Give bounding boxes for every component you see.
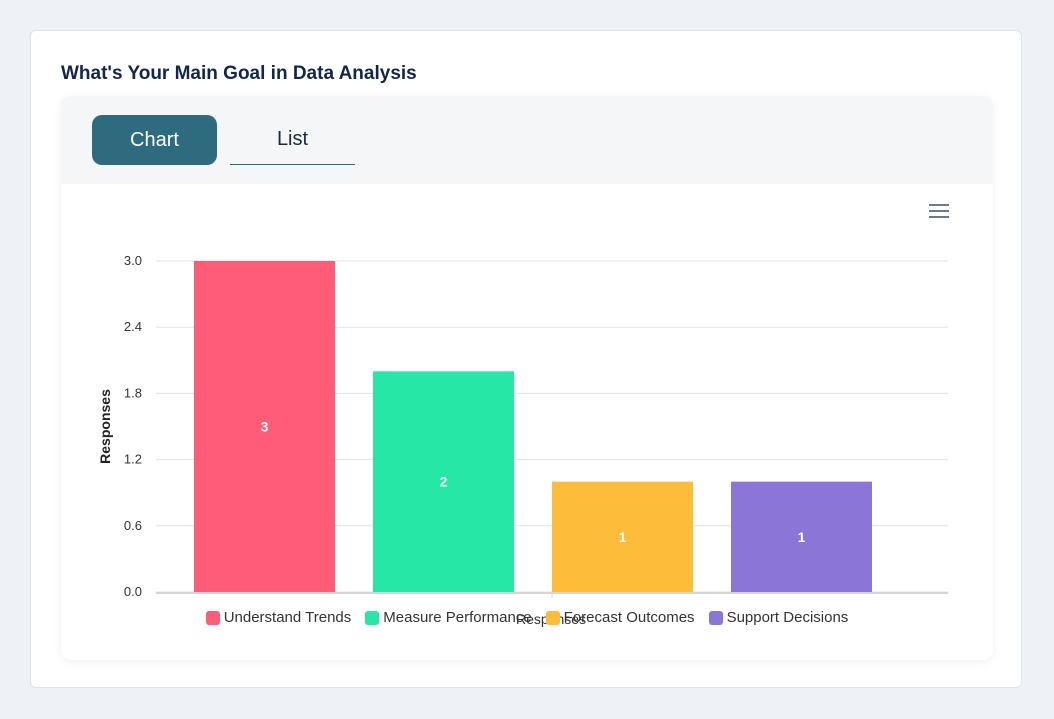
legend-swatch bbox=[708, 610, 723, 625]
chart-legend: Understand Trends Measure Performance Fore… bbox=[61, 609, 993, 626]
bar bbox=[194, 261, 335, 592]
y-tick-label: 3.0 bbox=[124, 253, 142, 268]
legend-swatch bbox=[205, 610, 220, 625]
y-tick-label: 0.6 bbox=[124, 518, 142, 533]
legend-swatch bbox=[545, 610, 560, 625]
y-tick-label: 2.4 bbox=[124, 319, 142, 334]
bar bbox=[552, 481, 693, 592]
legend-swatch bbox=[365, 610, 380, 625]
chart-panel: Chart List 0.0 0.6 1.2 1.8 2.4 3.0 3 2 1 1 Respons… bbox=[61, 96, 993, 660]
legend-label: Understand Trends bbox=[223, 609, 352, 626]
tab-list[interactable]: List bbox=[230, 115, 355, 165]
legend-item[interactable]: Forecast Outcomes bbox=[545, 609, 695, 626]
page-title: What's Your Main Goal in Data Analysis bbox=[61, 63, 417, 84]
bar-data-label: 1 bbox=[798, 529, 806, 545]
legend-label: Forecast Outcomes bbox=[563, 609, 695, 626]
legend-item[interactable]: Measure Performance bbox=[365, 609, 532, 626]
tab-bar: Chart List bbox=[61, 96, 993, 184]
y-tick-label: 1.8 bbox=[124, 385, 142, 400]
bar bbox=[731, 481, 872, 592]
y-axis-title: Responses bbox=[97, 389, 113, 464]
legend-label: Measure Performance bbox=[383, 609, 532, 626]
bar bbox=[373, 371, 514, 592]
bar-data-label: 2 bbox=[440, 474, 448, 490]
tab-chart[interactable]: Chart bbox=[92, 115, 217, 165]
y-tick-label: 0.0 bbox=[124, 584, 142, 599]
legend-label: Support Decisions bbox=[726, 609, 849, 626]
hamburger-menu-icon[interactable] bbox=[929, 204, 949, 220]
bar-data-label: 3 bbox=[261, 419, 269, 435]
legend-item[interactable]: Support Decisions bbox=[708, 609, 849, 626]
legend-item[interactable]: Understand Trends bbox=[205, 609, 352, 626]
y-tick-label: 1.2 bbox=[124, 452, 142, 467]
bar-data-label: 1 bbox=[619, 529, 627, 545]
bar-chart: 0.00.61.21.82.43.03211ResponsesResponses bbox=[97, 253, 948, 627]
survey-card: What's Your Main Goal in Data Analysis C… bbox=[30, 30, 1022, 688]
